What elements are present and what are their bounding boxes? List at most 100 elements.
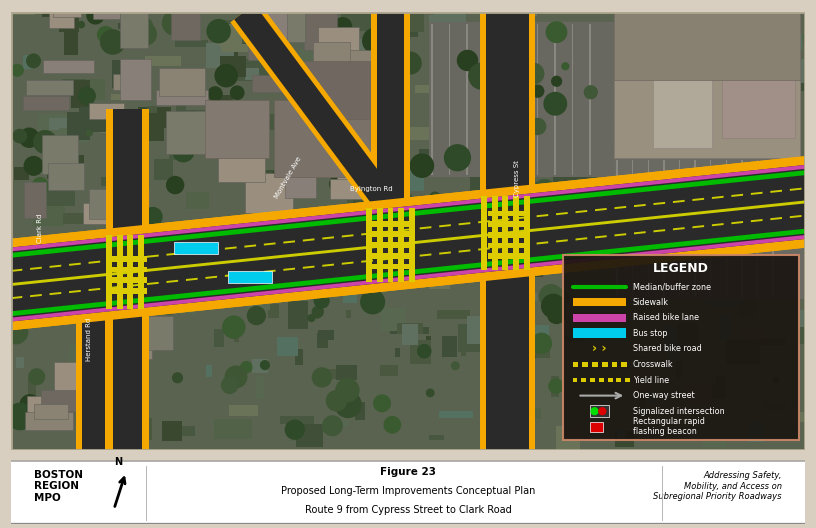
Circle shape <box>231 86 244 99</box>
Polygon shape <box>342 234 353 238</box>
Bar <box>14 166 29 180</box>
Bar <box>244 265 280 280</box>
Polygon shape <box>303 266 314 269</box>
Polygon shape <box>342 261 353 265</box>
Bar <box>83 203 133 224</box>
Bar <box>502 24 503 175</box>
Circle shape <box>7 403 33 430</box>
Polygon shape <box>459 249 470 252</box>
Bar <box>138 235 144 309</box>
Bar <box>634 201 653 229</box>
Circle shape <box>469 63 495 89</box>
Polygon shape <box>770 216 782 219</box>
Bar <box>589 24 591 175</box>
Polygon shape <box>361 233 373 237</box>
Polygon shape <box>11 234 805 322</box>
Bar <box>86 338 104 374</box>
Bar <box>765 67 782 73</box>
Bar <box>96 394 124 410</box>
Circle shape <box>87 394 94 401</box>
Text: Median/buffer zone: Median/buffer zone <box>633 282 711 291</box>
Polygon shape <box>127 284 140 287</box>
Polygon shape <box>244 272 256 275</box>
Polygon shape <box>693 225 704 228</box>
Bar <box>134 115 164 141</box>
Circle shape <box>313 306 323 317</box>
Circle shape <box>47 399 55 407</box>
Circle shape <box>87 7 104 24</box>
Bar <box>95 398 135 429</box>
Bar <box>480 270 534 450</box>
Bar <box>706 22 732 49</box>
Polygon shape <box>342 235 353 239</box>
Bar <box>100 121 137 133</box>
Bar <box>371 231 410 237</box>
Circle shape <box>322 416 342 436</box>
Bar <box>42 60 94 73</box>
Polygon shape <box>517 243 529 247</box>
Bar <box>318 27 359 55</box>
Bar <box>229 406 258 416</box>
Bar <box>71 86 91 108</box>
Circle shape <box>262 8 287 33</box>
Bar <box>409 208 415 282</box>
Text: Raised bike lane: Raised bike lane <box>633 313 699 322</box>
Polygon shape <box>225 247 237 250</box>
Bar <box>616 378 621 382</box>
Bar <box>519 0 527 14</box>
Bar <box>674 209 702 216</box>
Bar <box>668 244 699 262</box>
Polygon shape <box>770 217 782 220</box>
Polygon shape <box>11 201 805 286</box>
Bar <box>563 256 799 440</box>
Polygon shape <box>186 278 197 281</box>
Polygon shape <box>498 219 509 222</box>
Bar <box>572 24 573 175</box>
Circle shape <box>313 311 321 318</box>
Circle shape <box>599 408 605 414</box>
Bar <box>290 430 299 441</box>
Polygon shape <box>751 193 762 196</box>
Bar <box>218 140 264 182</box>
Polygon shape <box>342 261 353 264</box>
Polygon shape <box>11 269 22 272</box>
Bar <box>169 133 190 161</box>
Bar <box>220 244 251 250</box>
Bar <box>76 313 111 450</box>
Polygon shape <box>225 274 237 277</box>
Bar <box>397 323 424 334</box>
Polygon shape <box>166 279 178 282</box>
Bar <box>139 29 146 34</box>
Bar <box>289 146 322 167</box>
Polygon shape <box>381 230 392 233</box>
Bar <box>246 296 270 310</box>
Bar <box>220 20 250 43</box>
Bar <box>491 269 509 296</box>
Bar <box>433 2 466 27</box>
Polygon shape <box>537 241 548 244</box>
Circle shape <box>229 286 248 305</box>
Polygon shape <box>322 262 334 266</box>
Bar <box>124 321 152 359</box>
Bar <box>64 246 79 276</box>
Polygon shape <box>517 216 529 219</box>
Bar <box>273 99 371 177</box>
Bar <box>616 160 618 297</box>
Polygon shape <box>186 250 197 253</box>
Circle shape <box>221 377 237 393</box>
Bar <box>481 37 501 59</box>
Circle shape <box>215 64 237 87</box>
Polygon shape <box>361 260 373 263</box>
Polygon shape <box>712 222 724 225</box>
Circle shape <box>562 63 569 70</box>
Bar <box>16 357 24 368</box>
Bar <box>539 81 546 102</box>
Bar <box>108 288 147 294</box>
Bar <box>766 205 793 233</box>
Polygon shape <box>381 257 392 260</box>
Bar <box>632 413 650 421</box>
Bar <box>106 309 149 450</box>
Circle shape <box>53 273 72 292</box>
Bar <box>756 160 758 297</box>
Polygon shape <box>322 263 334 267</box>
